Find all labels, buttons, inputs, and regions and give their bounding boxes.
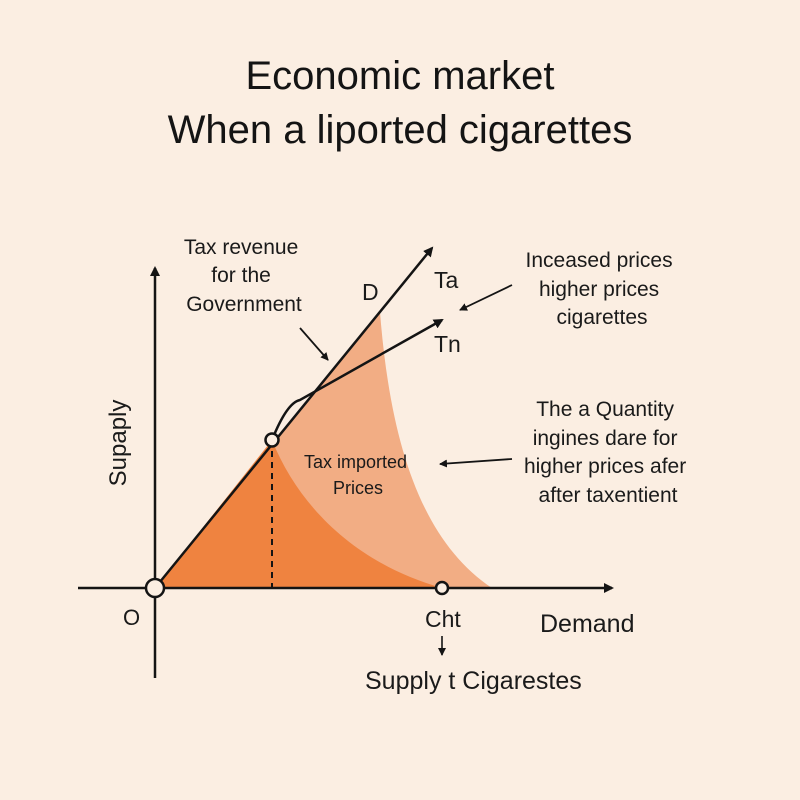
x-axis-label: Demand xyxy=(540,610,635,638)
x-subtitle-label: Supply t Cigarestes xyxy=(365,667,582,695)
curve-tn-label: Tn xyxy=(434,331,461,357)
increased-prices-label: Inceased prices higher prices cigarettes xyxy=(526,249,679,329)
origin-point xyxy=(144,577,166,599)
tax-revenue-label: Tax revenue for the Government xyxy=(184,236,304,316)
cht-label: Cht xyxy=(425,606,461,632)
origin-label: O xyxy=(123,605,140,630)
curve-d-label: D xyxy=(362,279,379,305)
y-axis-label: Supaply xyxy=(105,400,132,487)
cht-point xyxy=(434,580,450,596)
quantity-note-label: The a Quantity ingines dare for higher p… xyxy=(524,398,692,507)
curve-d-line xyxy=(154,246,434,589)
tax-revenue-arrow xyxy=(299,327,329,361)
increased-prices-arrow xyxy=(459,284,513,311)
curve-ta-label: Ta xyxy=(434,267,459,293)
quantity-note-arrow xyxy=(439,458,513,468)
equilibrium-point xyxy=(264,432,280,448)
title-line-1: Economic market xyxy=(245,54,555,98)
title-line-2: When a liported cigarettes xyxy=(167,108,633,152)
tax-imported-label: Tax imported Prices xyxy=(304,452,412,498)
dark-shaded-region xyxy=(155,440,442,588)
